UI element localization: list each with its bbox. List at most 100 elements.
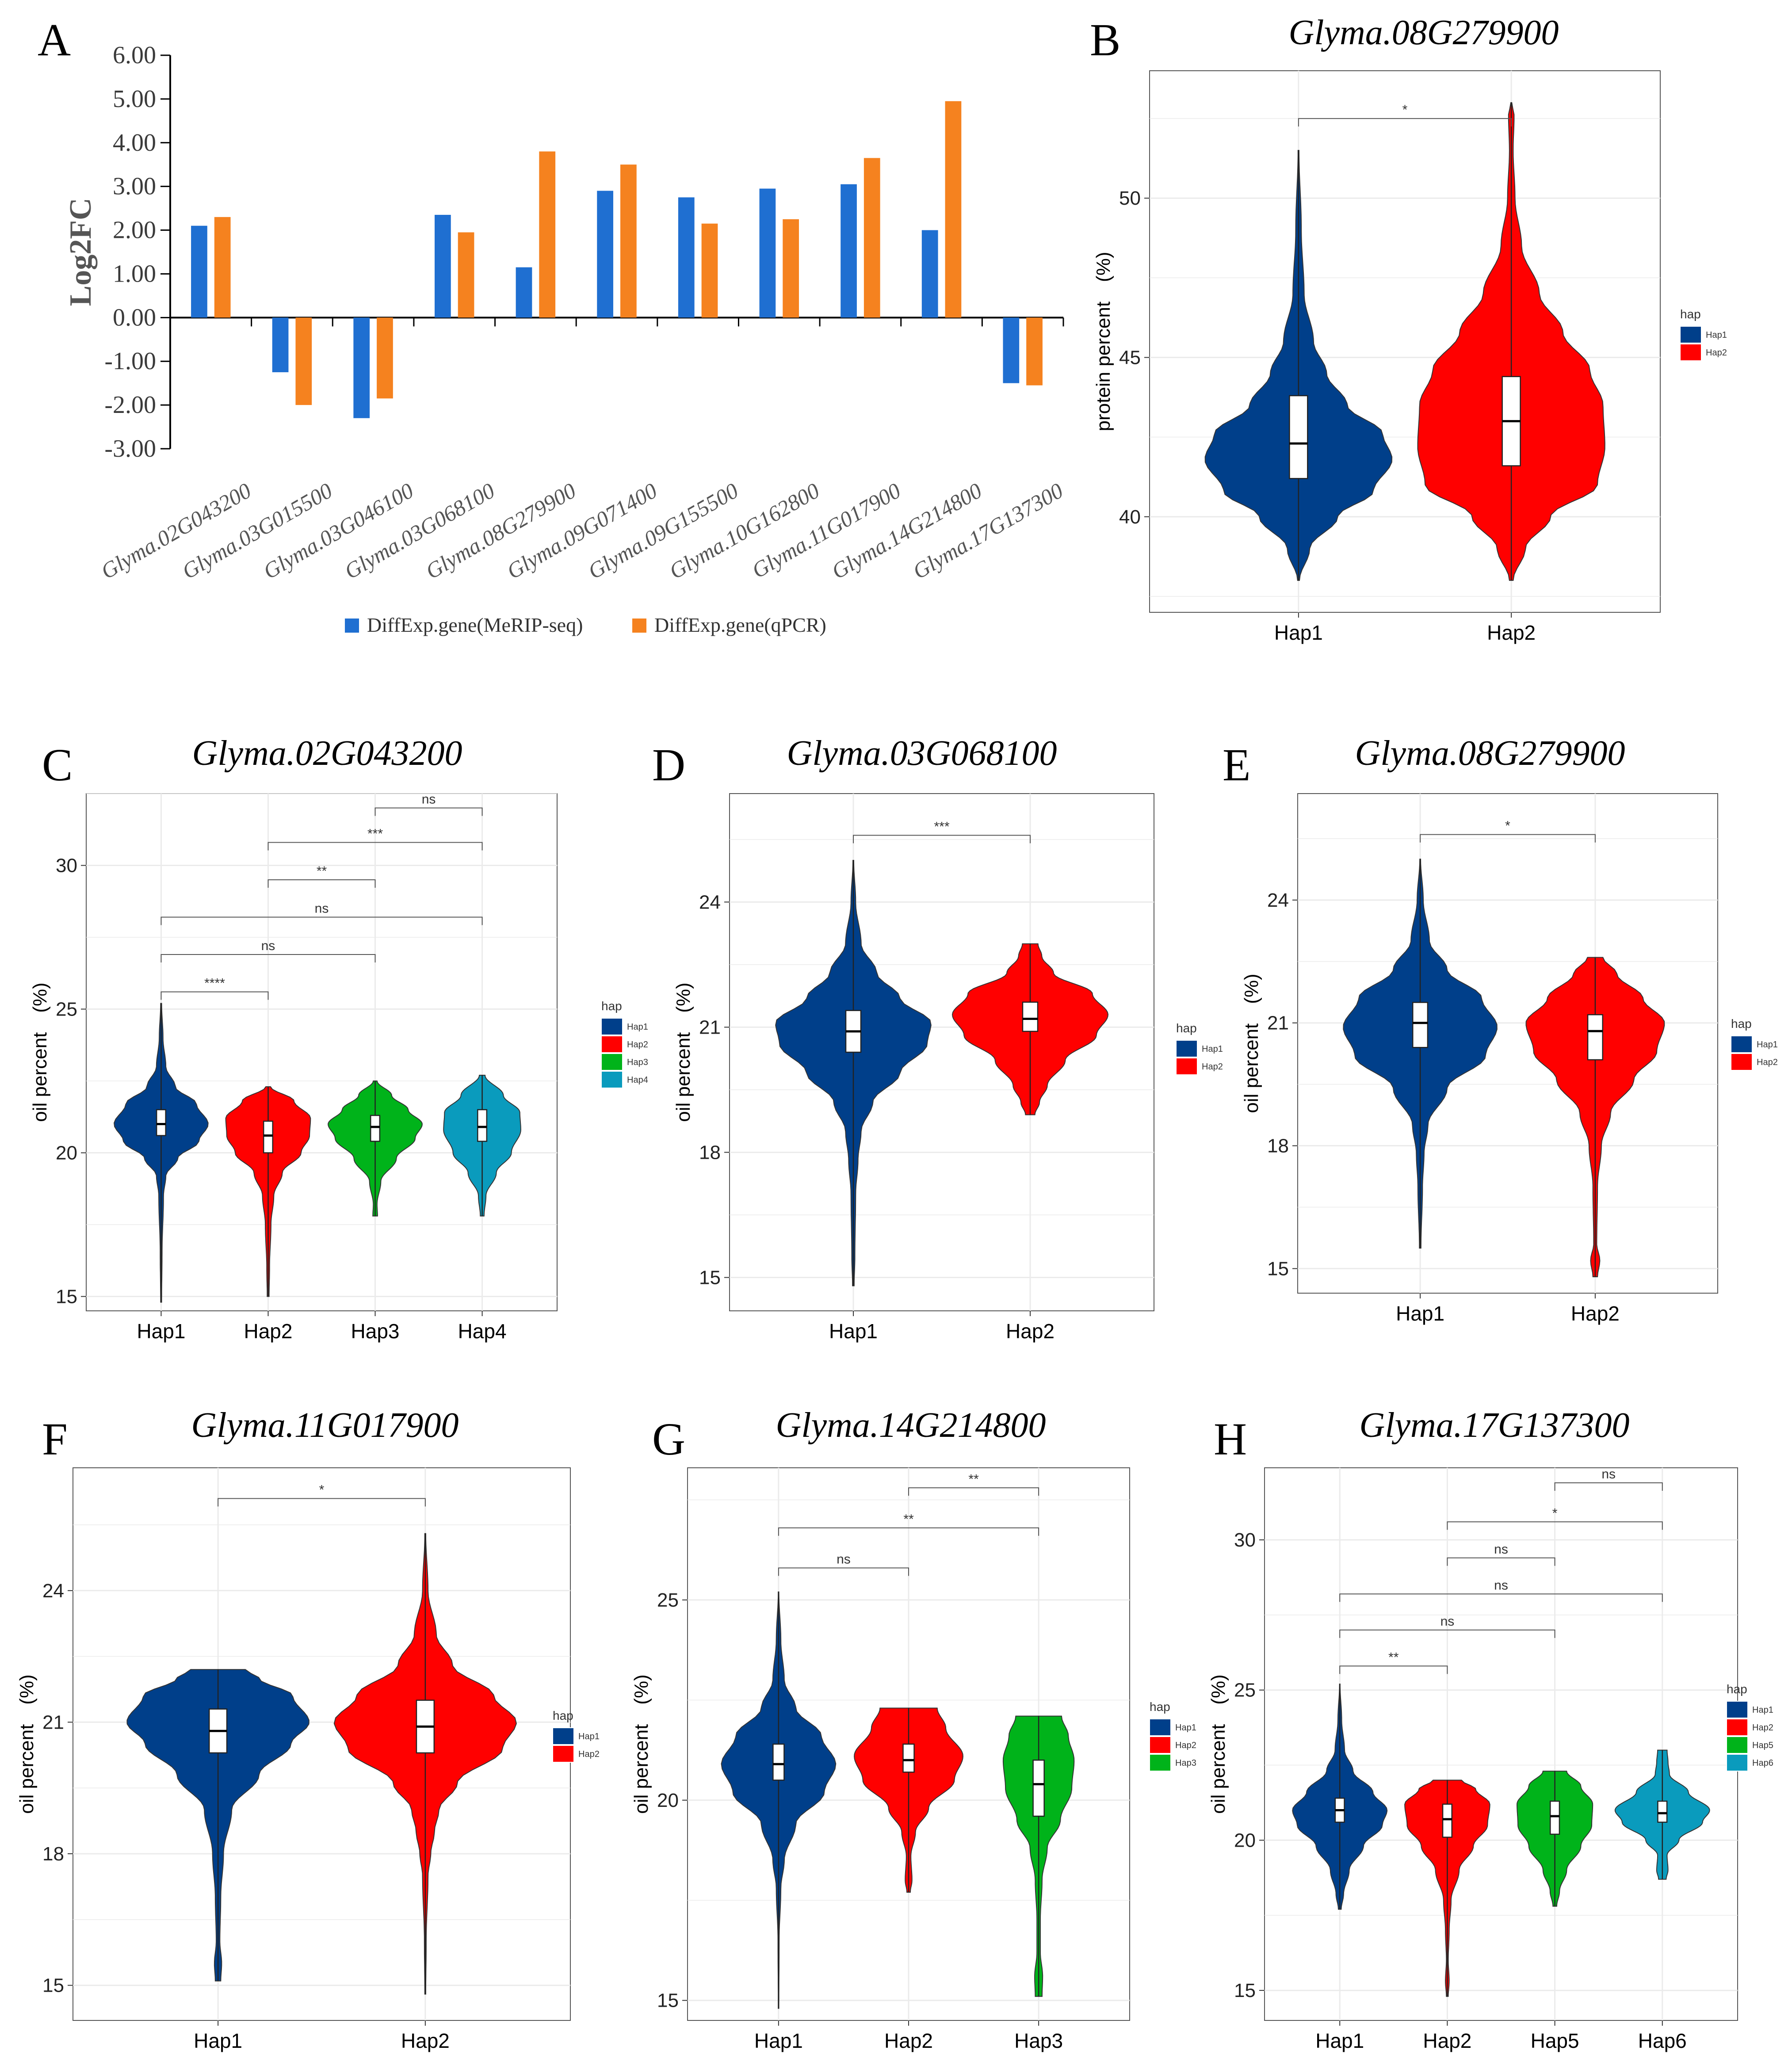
- significance-label: *: [1505, 819, 1510, 833]
- legend-title: hap: [601, 999, 622, 1013]
- bar-merip: [841, 184, 857, 318]
- panel-h: H Glyma.17G137300 15 20 25 30 oil percent (%) H…: [1207, 1406, 1773, 2052]
- y-axis-title: oil percent (%): [630, 1674, 652, 1814]
- y-tick-label: 30: [1234, 1529, 1256, 1551]
- y-tick-label: 15: [42, 1975, 64, 1997]
- x-tick-label: Hap1: [194, 2029, 242, 2052]
- box-hap2: [902, 1743, 915, 1773]
- legend-item-hap1: Hap1: [627, 1022, 648, 1032]
- bar-qpcr: [864, 158, 880, 318]
- box-hap5: [1550, 1800, 1560, 1835]
- y-tick-label: 6.00: [113, 42, 156, 69]
- bar-merip: [597, 191, 613, 318]
- significance-bracket: [1339, 1665, 1448, 1674]
- legend-swatch-hap2: [1680, 344, 1702, 361]
- x-tick-label: Hap2: [884, 2029, 933, 2052]
- y-tick-label: -2.00: [104, 391, 156, 419]
- gene-title-g: Glyma.14G214800: [776, 1406, 1046, 1445]
- panel-d: D Glyma.03G068100 15 18 21 24 oil percent (%) H…: [652, 734, 1223, 1343]
- significance-bracket: [267, 842, 483, 851]
- y-tick-label: 5.00: [113, 85, 156, 113]
- bar-merip: [678, 197, 695, 318]
- y-tick-label: -3.00: [104, 435, 156, 462]
- x-tick-label: Hap4: [458, 1320, 507, 1343]
- y-tick-label: 15: [699, 1267, 721, 1289]
- y-tick-label: 50: [1119, 187, 1141, 209]
- significance-bracket: [1339, 1629, 1555, 1638]
- box-hap1: [1289, 395, 1308, 479]
- y-tick-label: 20: [1234, 1829, 1256, 1851]
- significance-bracket: [1298, 118, 1512, 127]
- bar-merip: [759, 188, 776, 318]
- legend-title: hap: [1731, 1017, 1752, 1031]
- legend-item-hap1: Hap1: [1752, 1705, 1773, 1715]
- x-tick-label: Hap1: [137, 1320, 185, 1343]
- bar-qpcr: [701, 223, 718, 318]
- legend-swatch-hap1: [1176, 1040, 1198, 1058]
- bar-qpcr: [945, 101, 962, 318]
- y-tick-label: 1.00: [113, 260, 156, 287]
- legend-swatch-hap3: [1149, 1754, 1171, 1772]
- significance-bracket: [1554, 1482, 1663, 1491]
- legend-swatch-qpcr: [632, 619, 646, 633]
- bar-merip: [435, 214, 451, 318]
- bar-qpcr: [377, 317, 393, 399]
- x-tick-label: Hap2: [1423, 2029, 1471, 2052]
- gene-title-h: Glyma.17G137300: [1359, 1406, 1629, 1445]
- box-hap2: [1587, 1014, 1603, 1061]
- panel-letter-f: F: [42, 1414, 68, 1465]
- bar-merip: [272, 317, 289, 372]
- y-axis-title: oil percent (%): [1207, 1674, 1229, 1814]
- x-tick-label: Hap3: [351, 1320, 400, 1343]
- legend-item-hap1: Hap1: [1202, 1044, 1223, 1054]
- legend-swatch-hap2: [1149, 1736, 1171, 1754]
- box-hap3: [370, 1115, 381, 1142]
- y-tick-label: 2.00: [113, 217, 156, 244]
- box-hap2: [1442, 1803, 1452, 1838]
- x-tick-label: Hap1: [1315, 2029, 1364, 2052]
- y-axis-title: oil percent (%): [16, 1674, 38, 1814]
- legend-item-hap1: Hap1: [1706, 330, 1727, 340]
- legend-swatch-hap5: [1726, 1736, 1748, 1754]
- significance-bracket: [218, 1498, 426, 1507]
- legend-item-hap1: Hap1: [1757, 1040, 1778, 1050]
- legend-swatch-hap2: [601, 1035, 623, 1053]
- x-tick-label: Hap1: [1396, 1302, 1444, 1325]
- significance-label: **: [317, 864, 327, 878]
- bar-qpcr: [783, 219, 799, 318]
- significance-label: *: [1552, 1506, 1558, 1520]
- legend-item-hap4: Hap4: [627, 1075, 648, 1085]
- significance-bracket: [778, 1567, 909, 1576]
- y-tick-label: 40: [1119, 506, 1141, 528]
- y-tick-label: 15: [1267, 1258, 1289, 1279]
- bar-merip: [353, 317, 370, 418]
- significance-label: ns: [1494, 1578, 1508, 1592]
- y-axis-title: oil percent (%): [29, 982, 51, 1122]
- significance-label: ns: [422, 792, 436, 807]
- significance-label: ns: [261, 939, 275, 953]
- plot-panel: [1149, 70, 1661, 613]
- bar-qpcr: [295, 317, 312, 405]
- significance-label: ns: [1440, 1614, 1455, 1629]
- panel-letter-c: C: [42, 740, 73, 790]
- significance-bracket: [374, 807, 483, 816]
- y-tick-label: 25: [1234, 1680, 1256, 1701]
- panel-c: C Glyma.02G043200 15 20 25 30 oil percent (%) H…: [29, 734, 648, 1343]
- legend-item-hap2: Hap2: [1706, 348, 1727, 358]
- legend-swatch-hap1: [1680, 326, 1702, 344]
- panel-letter-b: B: [1090, 15, 1120, 65]
- legend-swatch-hap1: [601, 1018, 623, 1035]
- legend-item-hap2: Hap2: [1202, 1062, 1223, 1072]
- legend-item-hap2: Hap2: [1752, 1723, 1773, 1733]
- y-tick-label: 21: [699, 1016, 721, 1038]
- significance-bracket: [160, 954, 376, 962]
- y-tick-label: 3.00: [113, 173, 156, 200]
- gene-title-c: Glyma.02G043200: [192, 734, 462, 773]
- gene-title-e: Glyma.08G279900: [1355, 734, 1625, 773]
- y-tick-label: 20: [657, 1790, 679, 1811]
- box-hap3: [1032, 1759, 1045, 1817]
- y-tick-label: 21: [1267, 1012, 1289, 1034]
- legend-item-hap1: Hap1: [1175, 1723, 1196, 1733]
- x-tick-label: Hap6: [1638, 2029, 1687, 2052]
